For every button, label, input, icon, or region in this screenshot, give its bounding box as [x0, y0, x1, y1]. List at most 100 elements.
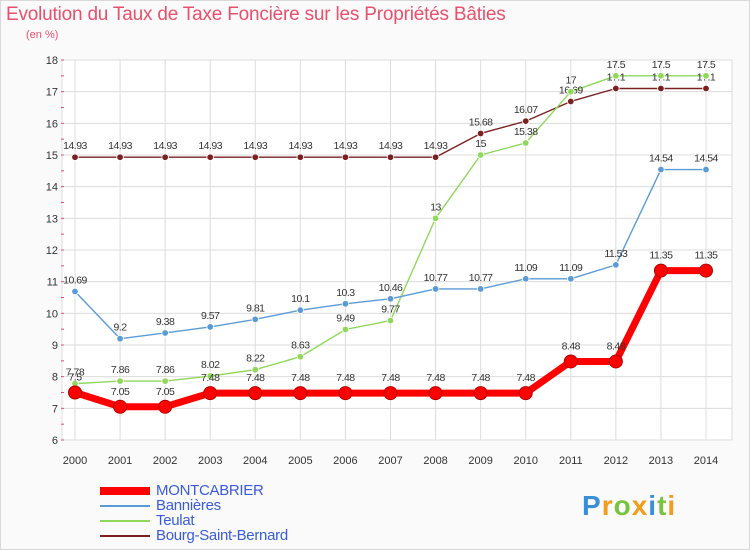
- data-label-montcabrier: 7.48: [381, 372, 400, 384]
- data-label-bourg-saint-bernard: 15.68: [469, 116, 493, 128]
- logo-letter: t: [657, 490, 668, 521]
- y-tick-label: 7: [52, 403, 58, 415]
- data-label-teulat: 9.49: [336, 312, 355, 324]
- data-label-teulat: 8.63: [291, 340, 310, 352]
- data-label-montcabrier: 11.35: [649, 250, 673, 262]
- y-tick-label: 17: [46, 87, 58, 99]
- data-point-banni-res: [567, 275, 575, 283]
- proxiti-logo: Proxiti: [582, 490, 676, 522]
- data-point-banni-res: [476, 285, 485, 293]
- data-point-montcabrier: [68, 385, 82, 400]
- data-label-banni-res: 10.3: [336, 287, 355, 299]
- data-point-bourg-saint-bernard: [431, 153, 440, 161]
- data-point-banni-res: [71, 287, 79, 296]
- chart-subtitle: (en %): [26, 29, 59, 41]
- data-label-teulat: 8.22: [246, 353, 265, 365]
- y-tick-label: 10: [46, 308, 58, 320]
- legend-swatch: [100, 520, 150, 522]
- data-point-montcabrier: [608, 354, 623, 369]
- data-label-teulat: 7.86: [111, 364, 130, 376]
- data-point-teulat: [612, 72, 620, 80]
- data-point-bourg-saint-bernard: [522, 117, 530, 125]
- data-point-teulat: [386, 316, 395, 325]
- data-point-teulat: [431, 214, 440, 223]
- y-tick-label: 12: [46, 245, 58, 257]
- data-label-montcabrier: 8.48: [607, 340, 626, 352]
- data-point-montcabrier: [293, 386, 308, 401]
- data-point-montcabrier: [248, 386, 263, 401]
- data-label-bourg-saint-bernard: 14.93: [198, 140, 222, 152]
- logo-letter: o: [613, 490, 632, 521]
- data-label-banni-res: 11.09: [514, 262, 538, 274]
- data-point-banni-res: [657, 165, 665, 174]
- y-tick-label: 15: [46, 150, 58, 162]
- data-point-bourg-saint-bernard: [386, 153, 395, 161]
- data-point-teulat: [341, 325, 350, 334]
- data-label-montcabrier: 7.05: [111, 386, 130, 398]
- data-point-teulat: [567, 87, 575, 96]
- data-point-montcabrier: [113, 399, 128, 414]
- data-label-banni-res: 10.77: [424, 272, 448, 284]
- data-point-teulat: [522, 139, 530, 147]
- data-point-montcabrier: [203, 386, 218, 401]
- y-tick-label: 8: [52, 372, 58, 384]
- logo-letter: P: [582, 490, 602, 521]
- data-point-montcabrier: [158, 399, 173, 414]
- y-tick-label: 6: [52, 435, 58, 447]
- data-label-teulat: 13: [430, 201, 441, 213]
- data-label-banni-res: 11.09: [559, 262, 583, 274]
- legend-label: MONTCABRIER: [156, 482, 264, 499]
- data-label-banni-res: 14.54: [649, 153, 673, 165]
- data-point-teulat: [116, 377, 124, 385]
- legend-label: Bannières: [156, 497, 221, 514]
- data-point-bourg-saint-bernard: [71, 153, 79, 161]
- data-label-montcabrier: 7.5: [68, 372, 82, 384]
- data-label-teulat: 9.77: [381, 304, 400, 316]
- data-point-bourg-saint-bernard: [702, 84, 710, 93]
- data-point-teulat: [657, 72, 665, 80]
- x-tick-label: 2002: [153, 455, 177, 467]
- data-label-montcabrier: 7.05: [156, 386, 175, 398]
- data-point-banni-res: [522, 275, 530, 283]
- data-point-banni-res: [296, 306, 305, 314]
- data-label-banni-res: 10.1: [291, 293, 310, 305]
- data-label-montcabrier: 7.48: [426, 372, 445, 384]
- data-label-teulat: 17: [565, 75, 576, 87]
- data-label-montcabrier: 7.48: [291, 372, 310, 384]
- data-label-banni-res: 9.38: [156, 316, 175, 328]
- x-tick-label: 2009: [468, 455, 492, 467]
- y-tick-label: 9: [52, 340, 58, 352]
- data-point-teulat: [206, 372, 214, 380]
- data-point-montcabrier: [699, 263, 713, 278]
- data-label-bourg-saint-bernard: 16.07: [514, 104, 538, 116]
- data-label-bourg-saint-bernard: 14.93: [153, 140, 177, 152]
- data-point-banni-res: [386, 295, 395, 303]
- logo-letter: r: [601, 490, 614, 521]
- data-label-montcabrier: 8.48: [562, 340, 581, 352]
- data-label-bourg-saint-bernard: 14.93: [288, 140, 312, 152]
- data-point-banni-res: [431, 285, 440, 293]
- data-label-teulat: 15.38: [514, 126, 538, 138]
- y-tick-label: 11: [47, 277, 58, 289]
- data-point-banni-res: [251, 315, 259, 324]
- data-label-banni-res: 14.54: [694, 153, 718, 165]
- data-point-bourg-saint-bernard: [341, 153, 350, 161]
- x-tick-label: 2008: [423, 455, 447, 467]
- data-label-montcabrier: 7.48: [471, 372, 490, 384]
- y-tick-label: 18: [46, 55, 58, 67]
- data-label-banni-res: 9.57: [201, 310, 220, 322]
- data-point-montcabrier: [653, 263, 668, 278]
- data-point-banni-res: [612, 261, 620, 269]
- legend-swatch: [100, 487, 150, 495]
- data-point-teulat: [296, 353, 305, 361]
- data-label-teulat: 17.5: [697, 59, 716, 71]
- data-label-teulat: 7.78: [66, 367, 85, 379]
- data-label-teulat: 15: [475, 138, 486, 150]
- legend-label: Bourg-Saint-Bernard: [156, 527, 288, 544]
- data-label-montcabrier: 7.48: [516, 372, 535, 384]
- data-label-montcabrier: 7.48: [201, 372, 220, 384]
- data-label-bourg-saint-bernard: 14.93: [243, 140, 267, 152]
- data-point-banni-res: [341, 300, 350, 308]
- data-point-banni-res: [702, 165, 710, 174]
